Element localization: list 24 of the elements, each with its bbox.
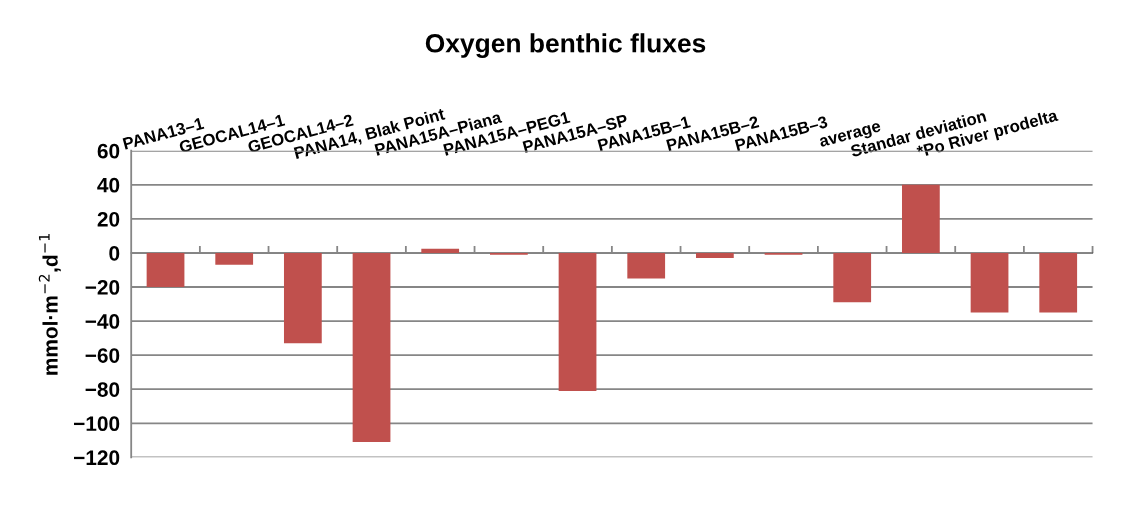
bar: [146, 252, 185, 288]
bar: [833, 252, 872, 303]
y-tick-label: 40: [97, 177, 120, 193]
bar: [1039, 252, 1078, 313]
bar: [627, 252, 666, 279]
y-tick-label: −40: [85, 314, 120, 329]
chart-title: Oxygen benthic fluxes: [425, 33, 706, 58]
y-tick-label: −60: [85, 348, 120, 363]
y-tick-label: 0: [109, 245, 120, 261]
bar: [283, 252, 322, 344]
bar: [695, 252, 734, 259]
y-tick-label: −20: [85, 280, 120, 295]
bar: [970, 252, 1009, 313]
y-axis-title: mmol·m$^{−2}$,d$^{−1}$: [38, 233, 61, 375]
y-tick-label: −100: [74, 416, 120, 432]
y-tick-label: −120: [74, 450, 120, 466]
y-tick-label: −80: [85, 382, 120, 397]
bar: [901, 184, 940, 253]
bar: [421, 248, 460, 253]
bar: [558, 252, 597, 391]
y-tick-label: 60: [97, 143, 120, 159]
bar: [215, 252, 254, 265]
bar: [352, 252, 391, 443]
y-tick-label: 20: [97, 211, 120, 227]
